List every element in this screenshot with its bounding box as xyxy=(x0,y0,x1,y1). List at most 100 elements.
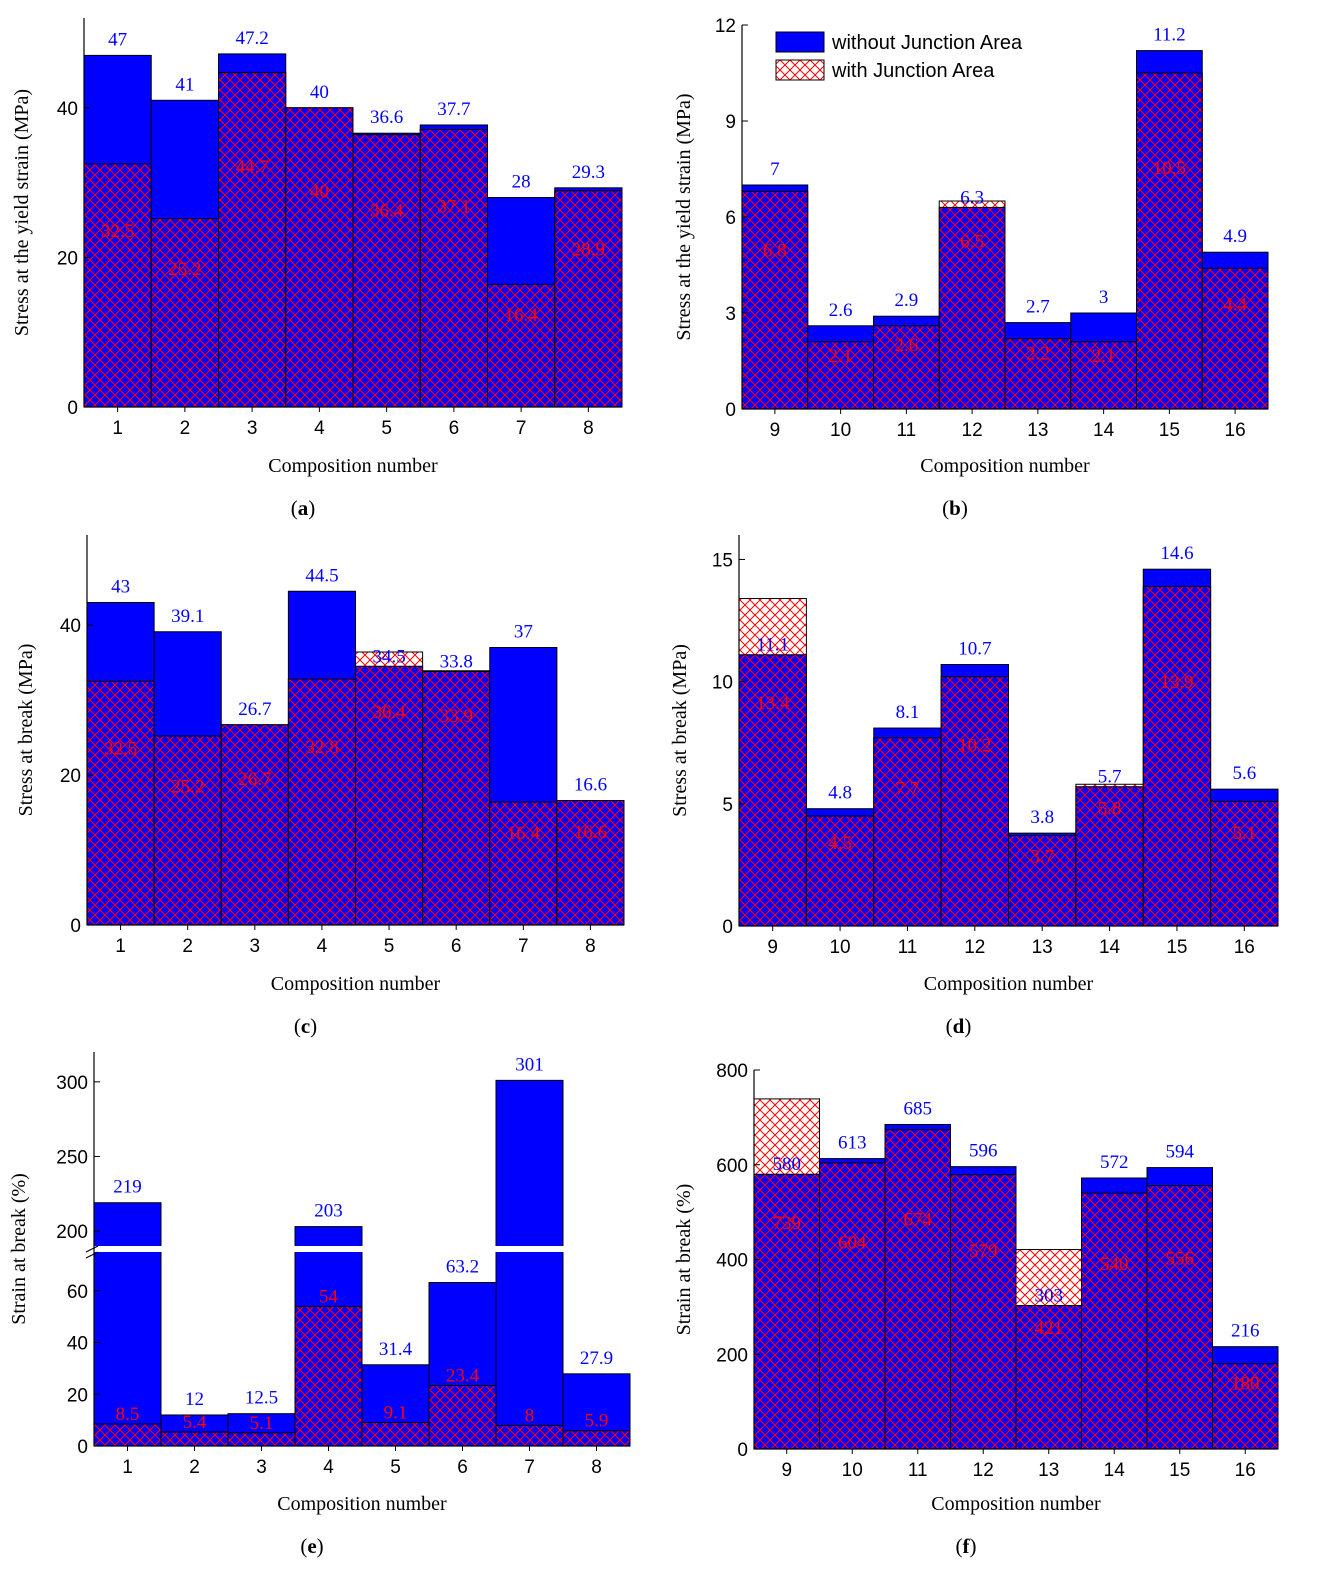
x-tick-label: 7 xyxy=(524,1457,535,1478)
chart-panel-e: 219 8.5 1 125.4 2 12.5 5.1 3 203 54 4 31.4 9.1 5 63.2 2… xyxy=(8,1052,634,1558)
x-tick-label: 13 xyxy=(1032,937,1053,958)
y-tick-label: 3 xyxy=(725,304,736,325)
value-label-without: 5.7 xyxy=(1098,767,1122,788)
value-label-without: 37.7 xyxy=(437,99,470,120)
value-label-without: 7 xyxy=(770,159,780,180)
value-label-without: 2.7 xyxy=(1026,297,1050,318)
x-tick-label: 5 xyxy=(384,936,395,957)
bar-with-15 xyxy=(1136,72,1203,410)
value-label-without: 40 xyxy=(310,82,329,103)
bar-with-14 xyxy=(1070,341,1137,410)
x-tick-label: 11 xyxy=(897,420,917,441)
x-tick-label: 12 xyxy=(964,937,985,958)
x-tick-label: 11 xyxy=(898,937,918,958)
value-label-with: 604 xyxy=(838,1233,867,1254)
y-axis-title: Stress at break (MPa) xyxy=(669,644,691,817)
x-tick-label: 14 xyxy=(1093,420,1115,441)
value-label-without: 580 xyxy=(773,1154,802,1175)
value-label-with: 2.2 xyxy=(1026,344,1050,365)
value-label-with: 6.5 xyxy=(960,232,984,253)
y-tick-label: 200 xyxy=(56,1222,88,1243)
value-label-without: 3 xyxy=(1099,287,1109,308)
bar-without-13 xyxy=(1015,1304,1082,1450)
value-label-without: 31.4 xyxy=(379,1339,413,1360)
value-label-with: 674 xyxy=(904,1209,933,1230)
value-label-with: 540 xyxy=(1100,1254,1129,1275)
bar-with-16 xyxy=(1201,267,1269,410)
x-tick-label: 2 xyxy=(182,936,193,957)
value-label-with: 44.7 xyxy=(236,157,269,178)
panel-label: (e) xyxy=(300,1534,323,1558)
value-label-without: 6.3 xyxy=(960,187,984,208)
panel-label: (c) xyxy=(294,1014,317,1038)
bar-with-14 xyxy=(1081,1192,1148,1450)
value-label-without: 5.6 xyxy=(1232,763,1256,784)
value-label-without: 685 xyxy=(904,1098,933,1119)
x-tick-label: 15 xyxy=(1159,420,1180,441)
value-label-without: 572 xyxy=(1100,1152,1129,1173)
value-label-without: 3.8 xyxy=(1030,807,1054,828)
panel-label: (d) xyxy=(946,1014,972,1038)
y-tick-label: 20 xyxy=(60,766,81,787)
value-label-without: 33.8 xyxy=(440,652,473,673)
value-label-with: 37.1 xyxy=(437,197,470,218)
x-axis-title: Composition number xyxy=(924,973,1094,995)
bar-with-10 xyxy=(805,815,875,927)
x-tick-label: 3 xyxy=(256,1457,267,1478)
legend-swatch-with xyxy=(775,59,825,81)
value-label-with: 16.4 xyxy=(505,305,539,326)
value-label-with: 23.4 xyxy=(446,1365,480,1386)
bar-with-1 xyxy=(83,163,152,408)
x-tick-label: 8 xyxy=(583,418,594,439)
bar-with-15 xyxy=(1142,585,1212,927)
bar-with-12 xyxy=(950,1174,1017,1450)
bar-with-1 xyxy=(93,1423,162,1447)
value-label-with: 739 xyxy=(773,1213,802,1234)
legend-label-with: with Junction Area xyxy=(831,60,995,82)
y-tick-label: 5 xyxy=(722,795,733,816)
value-label-without: 4.9 xyxy=(1223,226,1247,247)
bar-without-14 xyxy=(1075,786,1144,927)
value-label-without: 29.3 xyxy=(572,162,605,183)
panel-label: (a) xyxy=(291,496,316,520)
value-label-without: 4.8 xyxy=(828,783,852,804)
x-tick-label: 4 xyxy=(314,418,325,439)
value-label-with: 32.5 xyxy=(104,738,137,759)
value-label-without: 301 xyxy=(515,1054,544,1075)
value-label-with: 5.1 xyxy=(1232,823,1256,844)
value-label-without: 47 xyxy=(108,29,127,50)
y-tick-label: 20 xyxy=(67,1385,88,1406)
bar-with-10 xyxy=(807,341,874,410)
axis-break-gap xyxy=(86,1246,634,1252)
bar-with-1 xyxy=(86,680,155,926)
x-tick-label: 15 xyxy=(1166,937,1187,958)
bar-without-9 xyxy=(738,654,807,927)
bar-with-6 xyxy=(428,1384,497,1447)
x-tick-label: 8 xyxy=(585,936,596,957)
bar-with-5 xyxy=(361,1421,430,1447)
legend-label-without: without Junction Area xyxy=(831,32,1023,54)
x-tick-label: 14 xyxy=(1104,1460,1126,1481)
x-tick-label: 4 xyxy=(323,1457,334,1478)
panel-label: (b) xyxy=(942,496,968,520)
value-label-without: 41 xyxy=(175,74,194,95)
value-label-with: 28.9 xyxy=(572,240,605,261)
bar-with-11 xyxy=(884,1129,951,1450)
value-label-with: 16.4 xyxy=(507,823,541,844)
y-axis-title: Stress at break (MPa) xyxy=(15,644,37,817)
value-label-with: 421 xyxy=(1035,1318,1064,1339)
value-label-without: 16.6 xyxy=(574,775,607,796)
value-label-without: 11.1 xyxy=(756,635,789,656)
value-label-without: 26.7 xyxy=(238,699,271,720)
value-label-without: 596 xyxy=(969,1141,998,1162)
y-tick-label: 800 xyxy=(716,1061,748,1082)
x-tick-label: 1 xyxy=(122,1457,133,1478)
value-label-without: 11.2 xyxy=(1153,25,1186,46)
y-tick-label: 10 xyxy=(712,673,733,694)
bar-with-12 xyxy=(940,676,1009,927)
y-axis-title: Strain at break (%) xyxy=(673,1184,695,1336)
bar-with-9 xyxy=(741,190,809,410)
bar-with-3 xyxy=(227,1432,296,1447)
value-label-with: 3.7 xyxy=(1030,847,1054,868)
